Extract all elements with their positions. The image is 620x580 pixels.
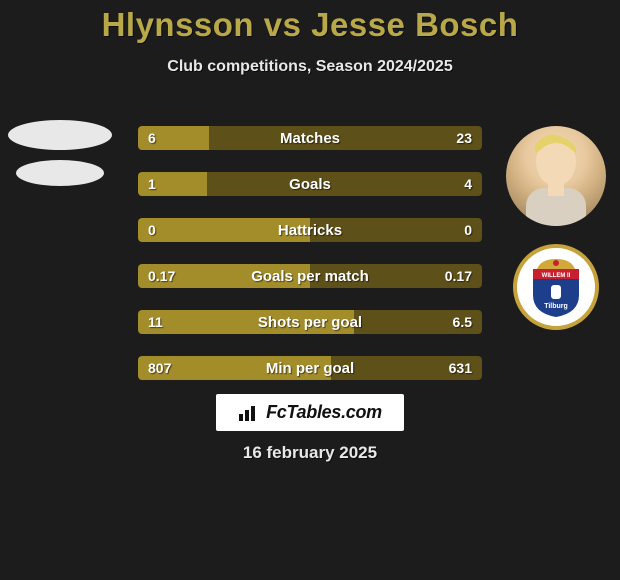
stat-bar-track: [138, 218, 482, 242]
left-player-club-avatar: [16, 160, 104, 186]
stat-row: Min per goal807631: [138, 356, 482, 380]
subtitle: Club competitions, Season 2024/2025: [0, 58, 620, 76]
footer: FcTables.com 16 february 2025: [0, 394, 620, 463]
stat-bar-left: [138, 264, 310, 288]
date-label: 16 february 2025: [243, 443, 377, 463]
stat-row: Matches623: [138, 126, 482, 150]
right-player-avatar: [506, 126, 606, 226]
stat-bar-track: [138, 126, 482, 150]
left-player-avatar: [8, 120, 112, 150]
club-crest-icon: Tilburg WILLEM II: [527, 255, 585, 319]
stat-bar-track: [138, 356, 482, 380]
stat-bar-track: [138, 310, 482, 334]
stat-bar-left: [138, 310, 354, 334]
stat-row: Shots per goal116.5: [138, 310, 482, 334]
stat-row: Goals14: [138, 172, 482, 196]
stat-bar-right: [310, 264, 482, 288]
stat-bar-right: [331, 356, 482, 380]
right-player-club-crest: Tilburg WILLEM II: [513, 244, 599, 330]
stat-bar-right: [354, 310, 482, 334]
page-title: Hlynsson vs Jesse Bosch: [0, 0, 620, 44]
stat-row: Goals per match0.170.17: [138, 264, 482, 288]
brand-badge: FcTables.com: [216, 394, 404, 431]
stat-bar-right: [209, 126, 482, 150]
stat-bar-right: [207, 172, 482, 196]
stat-bar-right: [310, 218, 482, 242]
left-player-column: [8, 120, 112, 186]
stat-bar-track: [138, 172, 482, 196]
svg-text:WILLEM II: WILLEM II: [542, 273, 571, 279]
brand-label: FcTables.com: [266, 402, 382, 423]
stat-bar-left: [138, 218, 310, 242]
stat-bar-left: [138, 172, 207, 196]
brand-bars-icon: [238, 404, 260, 422]
right-player-column: Tilburg WILLEM II: [500, 126, 612, 330]
stat-bar-track: [138, 264, 482, 288]
svg-text:Tilburg: Tilburg: [544, 303, 568, 310]
stat-row: Hattricks00: [138, 218, 482, 242]
stat-bar-left: [138, 126, 209, 150]
stat-bar-left: [138, 356, 331, 380]
player-portrait-icon: [506, 126, 606, 226]
stats-bars: Matches623 Goals14 Hattricks00 Goals per ma…: [138, 126, 482, 380]
